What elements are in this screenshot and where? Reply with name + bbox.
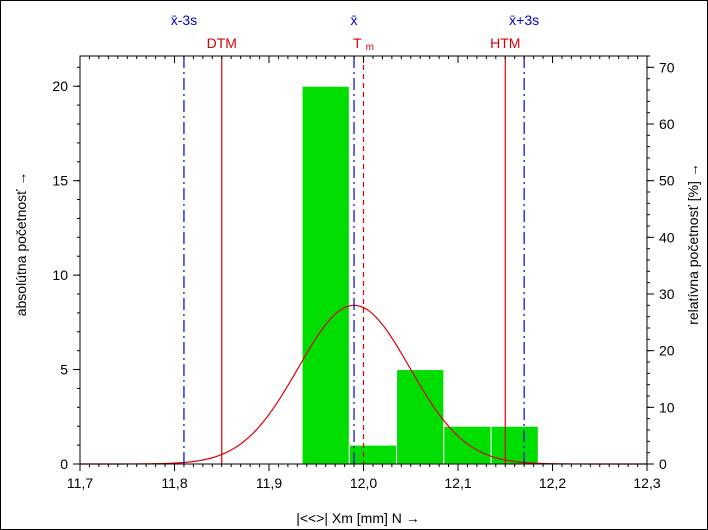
reference-label-4: DTM	[207, 35, 237, 51]
reference-label-2: x̄	[351, 12, 358, 28]
x-tick-label: 12,1	[444, 475, 471, 491]
bars-layer	[301, 85, 539, 465]
bar-4	[443, 425, 492, 465]
axes-layer: 11,7 11,8 11,9 12,0 12,1 12,2 12,3 0 5 10 15 20 0 10 2…	[52, 55, 675, 491]
y2-axis-title: relatívna početnosť [%] →	[685, 163, 701, 325]
reference-label-6: HTM	[490, 35, 520, 51]
x-axis-title: |<<>| Xm [mm] N →	[296, 510, 420, 526]
y-tick-label: 5	[60, 362, 68, 378]
bar-3	[396, 369, 445, 465]
x-tick-label: 11,9	[256, 475, 282, 491]
x-tick-label: 11,7	[67, 475, 93, 491]
y-tick-label: 0	[60, 456, 68, 472]
x-tick-label: 11,8	[161, 475, 187, 491]
x-tick-label: 12,2	[539, 475, 566, 491]
y2-tick-label: 10	[659, 399, 675, 415]
bar-2	[348, 444, 398, 465]
y-tick-label: 15	[52, 173, 68, 189]
bar-1	[301, 85, 350, 465]
y2-tick-label: 30	[659, 286, 675, 302]
y-axis-title: absolútna početnosť →	[13, 172, 29, 317]
y2-tick-label: 70	[659, 59, 675, 75]
y2-tick-label: 20	[659, 343, 675, 359]
y-tick-label: 10	[52, 267, 68, 283]
y-tick-label: 20	[52, 78, 68, 94]
y2-tick-label: 60	[659, 116, 675, 132]
reference-label-1: x̄-3s	[171, 12, 197, 28]
y2-tick-label: 50	[659, 173, 675, 189]
x-tick-label: 12,0	[350, 475, 377, 491]
y2-tick-label: 0	[659, 456, 667, 472]
x-tick-label: 12,3	[633, 475, 660, 491]
reference-label-3: x̄+3s	[509, 12, 539, 28]
y2-tick-label: 40	[659, 229, 675, 245]
